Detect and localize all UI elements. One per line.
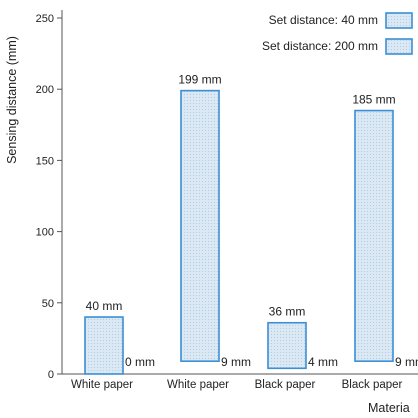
value-label-3: 185 mm — [352, 93, 395, 107]
y-tick-label-100: 100 — [36, 227, 54, 239]
lower-label-0: 0 mm — [125, 355, 155, 369]
legend-entry-200: Set distance: 200 mm — [262, 39, 378, 53]
lower-label-1: 9 mm — [221, 355, 251, 369]
value-label-0: 40 mm — [86, 299, 123, 313]
bar-3 — [354, 109, 394, 362]
y-ticks: 0 50 100 150 200 250 — [36, 13, 62, 381]
bar-0 — [84, 316, 124, 375]
x-axis-title: Materia — [368, 401, 410, 415]
lower-label-2: 4 mm — [308, 355, 338, 369]
category-label-0: White paper — [71, 379, 133, 391]
lower-label-3: 9 mm — [395, 355, 418, 369]
y-tick-label-50: 50 — [42, 298, 54, 310]
bar-1 — [180, 89, 220, 362]
value-label-1: 199 mm — [178, 73, 221, 87]
y-tick-label-250: 250 — [36, 13, 54, 25]
y-tick-label-150: 150 — [36, 155, 54, 167]
bar-2 — [267, 321, 307, 370]
value-label-2: 36 mm — [269, 305, 306, 319]
category-label-3: Black paper — [342, 379, 403, 391]
legend: Set distance: 40 mm Set distance: 200 mm — [262, 12, 413, 55]
y-tick-label-0: 0 — [48, 369, 54, 381]
legend-entry-40: Set distance: 40 mm — [269, 13, 378, 27]
y-axis-title: Sensing distance (mm) — [5, 36, 19, 164]
bars: 40 mm 0 mm 199 mm 9 mm 36 mm 4 mm 185 mm 9 mm — [84, 73, 418, 375]
category-labels: White paper White paper Black paper Black p… — [71, 379, 403, 391]
legend-swatch-40 — [385, 12, 413, 29]
y-tick-label-200: 200 — [36, 84, 54, 96]
category-label-1: White paper — [167, 379, 229, 391]
legend-swatch-200 — [385, 38, 413, 55]
category-label-2: Black paper — [255, 379, 316, 391]
